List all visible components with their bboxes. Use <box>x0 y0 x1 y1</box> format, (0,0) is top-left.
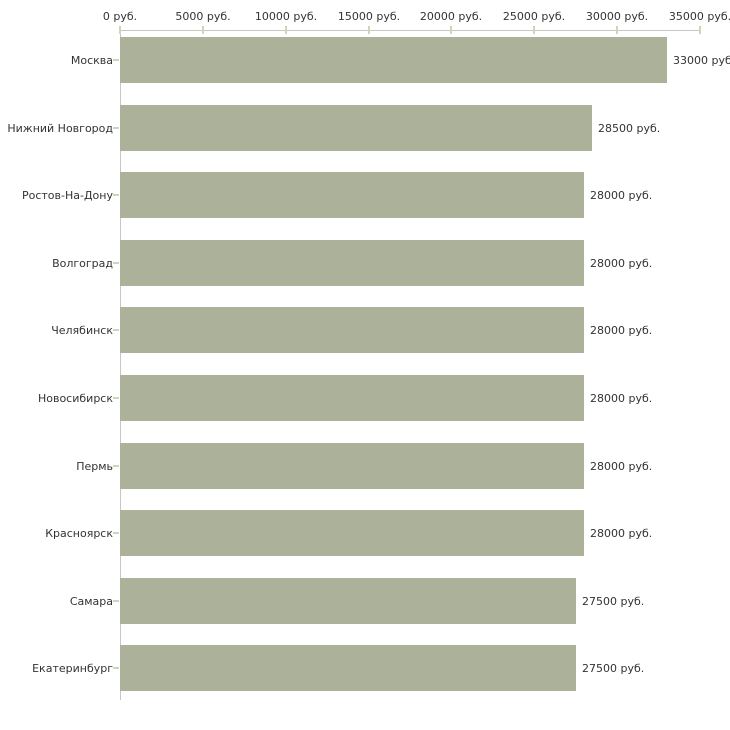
bar <box>120 37 667 83</box>
category-label: Красноярск <box>45 526 113 540</box>
y-axis-tick <box>113 600 119 602</box>
x-axis-tick-label: 15000 руб. <box>337 10 401 23</box>
value-label: 27500 руб. <box>582 661 645 675</box>
category-label: Нижний Новгород <box>7 121 113 135</box>
x-axis-tick-label: 0 руб. <box>102 10 138 23</box>
x-axis-tick <box>699 26 701 34</box>
y-axis-tick <box>113 59 119 61</box>
x-axis-tick-label: 30000 руб. <box>585 10 649 23</box>
bar <box>120 645 576 691</box>
bar-row: Нижний Новгород 28500 руб. <box>0 105 730 151</box>
y-axis-tick <box>113 329 119 331</box>
bar-row: Новосибирск 28000 руб. <box>0 375 730 421</box>
y-axis-tick <box>113 667 119 669</box>
x-axis-tick <box>533 26 535 34</box>
x-axis-tick-label: 20000 руб. <box>419 10 483 23</box>
value-label: 28000 руб. <box>590 256 653 270</box>
bar-row: Ростов-На-Дону 28000 руб. <box>0 172 730 218</box>
bar-row: Челябинск 28000 руб. <box>0 307 730 353</box>
x-axis-tick <box>119 26 121 34</box>
bar <box>120 375 584 421</box>
category-label: Ростов-На-Дону <box>21 188 113 202</box>
y-axis-tick <box>113 127 119 129</box>
bar-row: Волгоград 28000 руб. <box>0 240 730 286</box>
bar-row: Самара 27500 руб. <box>0 578 730 624</box>
category-label: Самара <box>69 594 113 608</box>
y-axis-tick <box>113 194 119 196</box>
value-label: 28000 руб. <box>590 391 653 405</box>
x-axis-tick <box>368 26 370 34</box>
bar <box>120 578 576 624</box>
x-axis-tick <box>285 26 287 34</box>
value-label: 28000 руб. <box>590 188 653 202</box>
x-axis-tick-label: 5000 руб. <box>175 10 231 23</box>
y-axis-tick <box>113 532 119 534</box>
value-label: 28000 руб. <box>590 459 653 473</box>
y-axis-tick <box>113 397 119 399</box>
category-label: Волгоград <box>52 256 113 270</box>
category-label: Новосибирск <box>37 391 113 405</box>
y-axis-line <box>120 30 121 700</box>
bar <box>120 240 584 286</box>
bar <box>120 105 592 151</box>
bar <box>120 443 584 489</box>
bar <box>120 510 584 556</box>
bar-row: Пермь 28000 руб. <box>0 443 730 489</box>
x-axis-tick-label: 10000 руб. <box>254 10 318 23</box>
x-axis-tick <box>202 26 204 34</box>
value-label: 28000 руб. <box>590 323 653 337</box>
value-label: 33000 руб. <box>673 53 730 67</box>
x-axis-line <box>120 30 701 31</box>
bar-row: Москва 33000 руб. <box>0 37 730 83</box>
x-axis-tick-label: 35000 руб. <box>668 10 730 23</box>
category-label: Екатеринбург <box>32 661 113 675</box>
bar-row: Красноярск 28000 руб. <box>0 510 730 556</box>
category-label: Москва <box>70 53 113 67</box>
x-axis-tick-label: 25000 руб. <box>502 10 566 23</box>
value-label: 27500 руб. <box>582 594 645 608</box>
y-axis-tick <box>113 262 119 264</box>
bar-row: Екатеринбург 27500 руб. <box>0 645 730 691</box>
value-label: 28500 руб. <box>598 121 661 135</box>
bar <box>120 307 584 353</box>
y-axis-tick <box>113 465 119 467</box>
bar <box>120 172 584 218</box>
x-axis-tick <box>450 26 452 34</box>
category-label: Пермь <box>76 459 113 473</box>
category-label: Челябинск <box>51 323 113 337</box>
value-label: 28000 руб. <box>590 526 653 540</box>
x-axis-tick <box>616 26 618 34</box>
